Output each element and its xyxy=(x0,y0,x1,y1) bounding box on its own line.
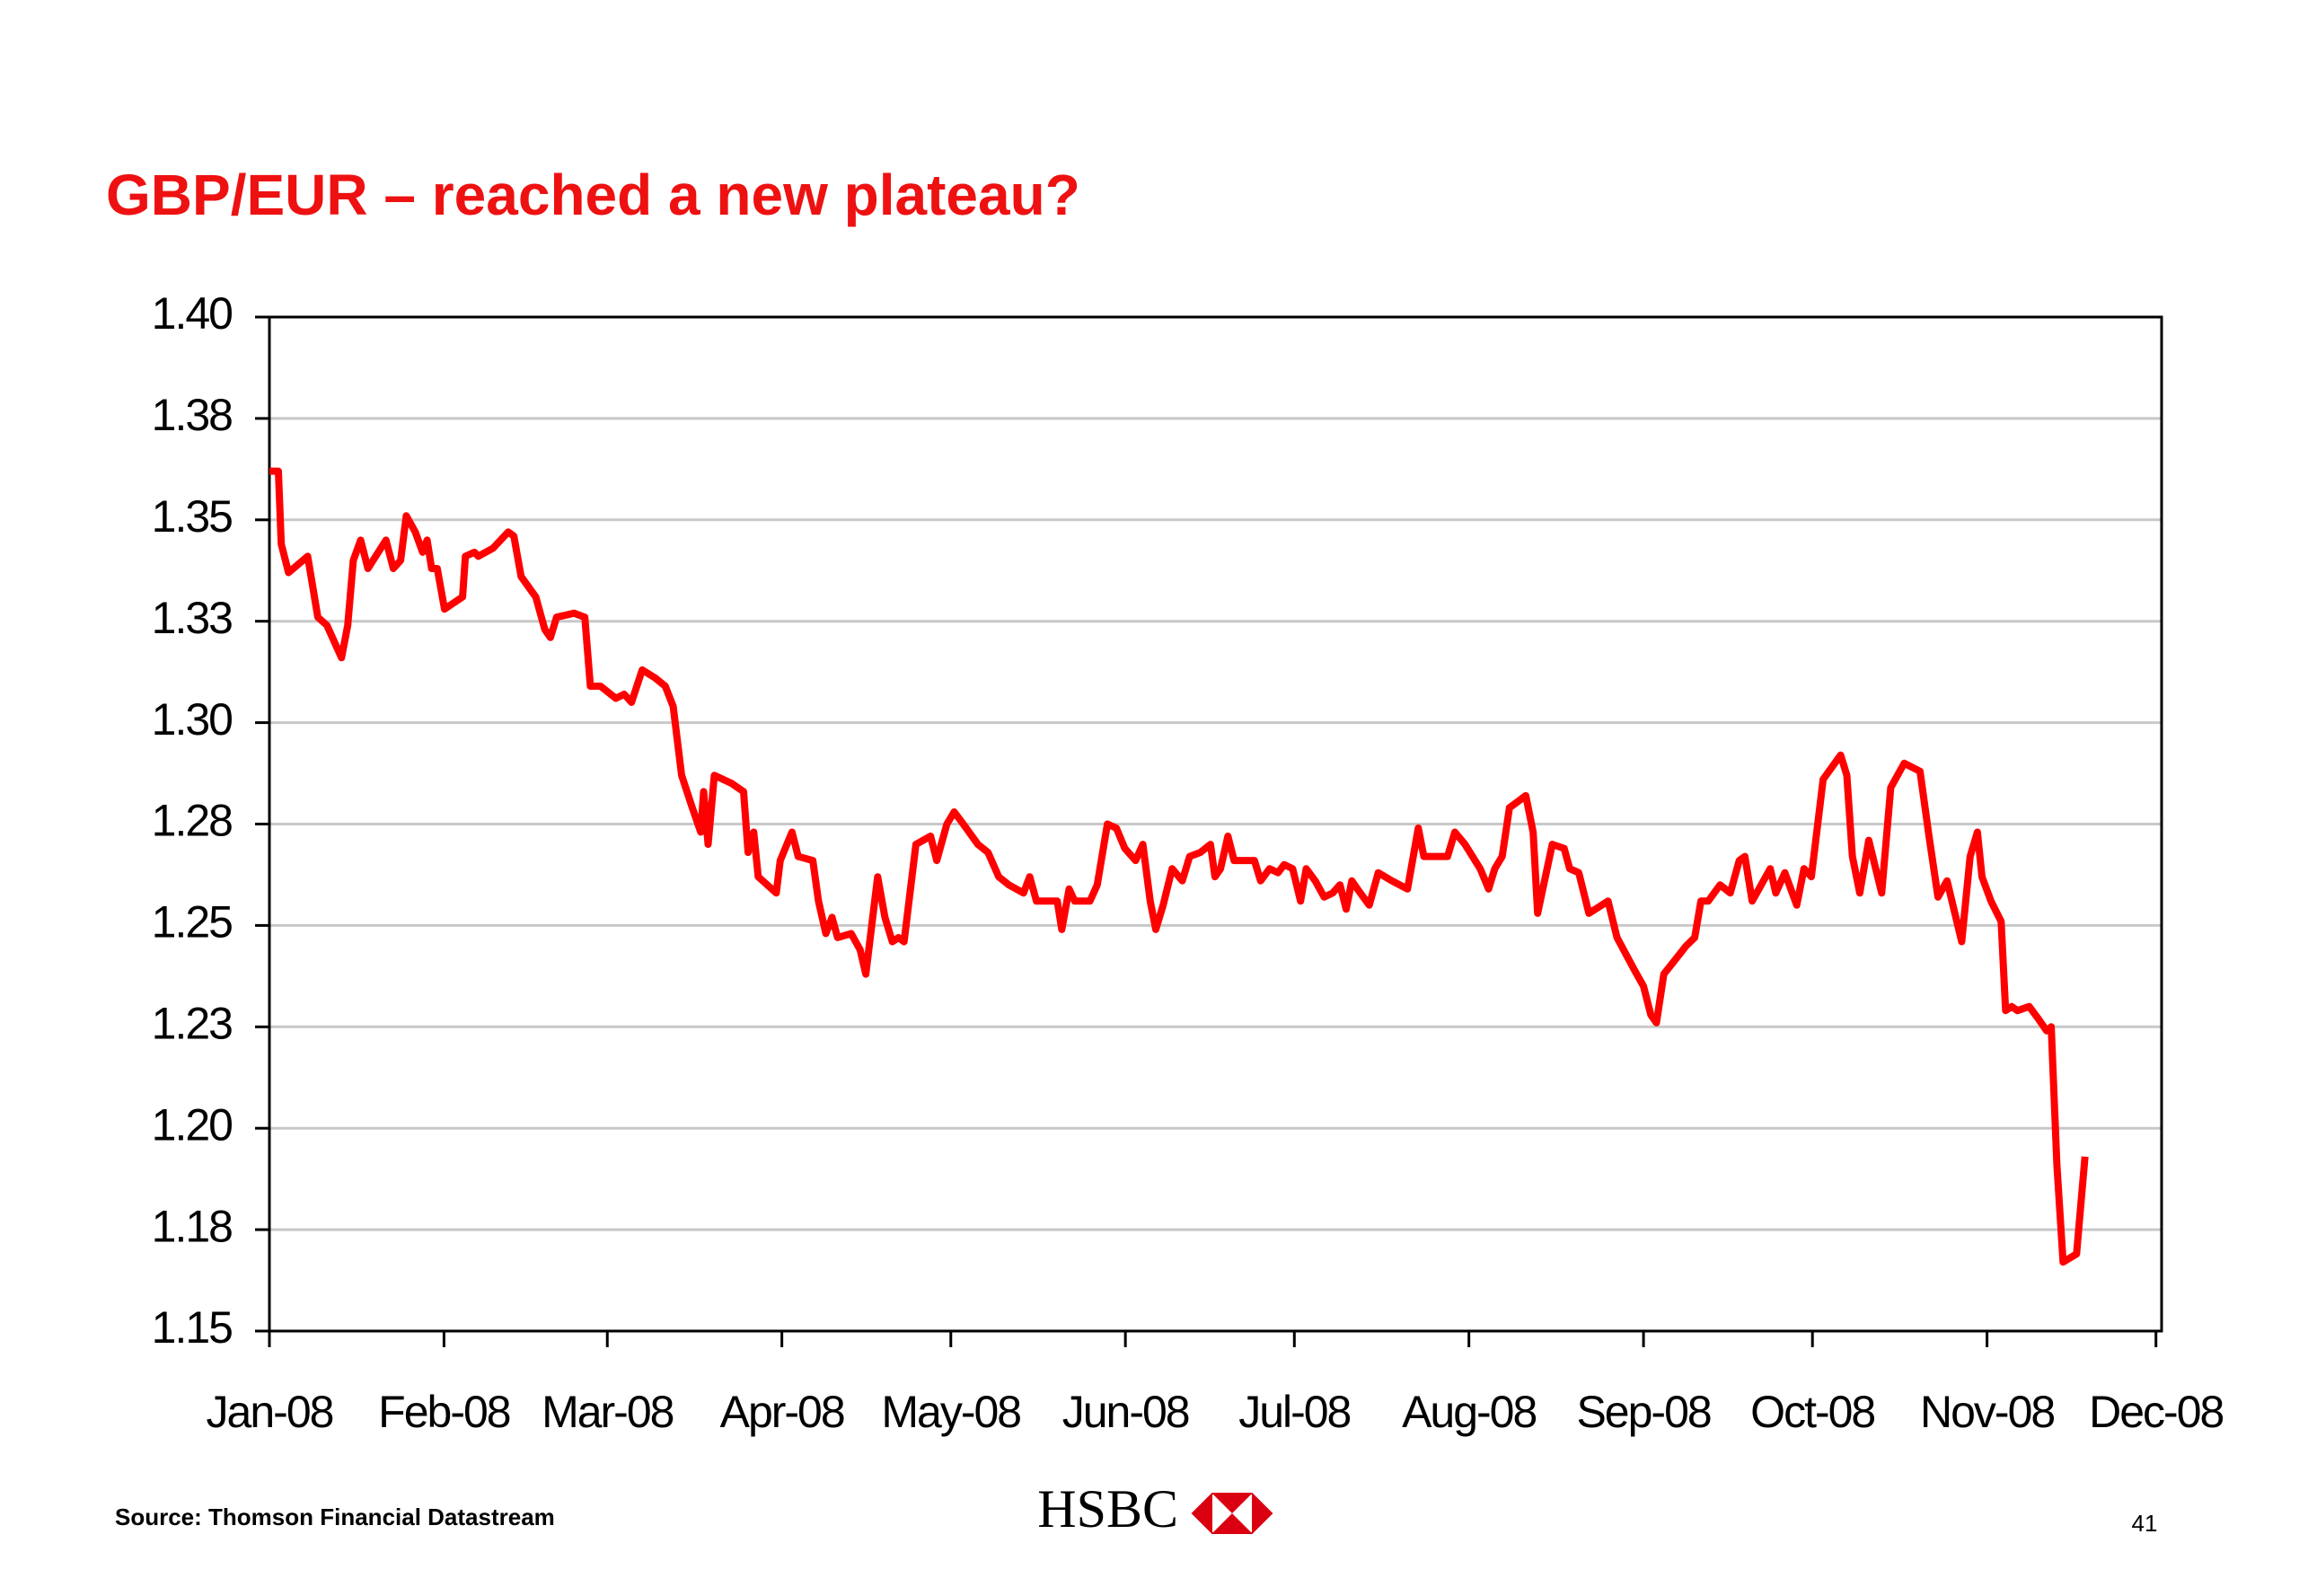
y-tick-label: 1.40 xyxy=(152,288,233,339)
hsbc-logo: HSBC xyxy=(1037,1479,1273,1539)
x-tick-label: Dec-08 xyxy=(2089,1387,2223,1437)
y-tick-label: 1.30 xyxy=(152,694,233,745)
x-tick-label: Aug-08 xyxy=(1402,1387,1536,1437)
y-tick-label: 1.38 xyxy=(152,390,233,440)
y-tick-label: 1.20 xyxy=(152,1099,233,1150)
data-line xyxy=(269,467,2089,1266)
x-tick-label: Mar-08 xyxy=(542,1387,674,1437)
y-tick-label: 1.23 xyxy=(152,999,233,1049)
y-tick-label: 1.25 xyxy=(152,897,233,948)
x-tick-label: May-08 xyxy=(881,1387,1020,1437)
logo-hexagon xyxy=(1191,1493,1273,1534)
y-tick-label: 1.15 xyxy=(152,1302,233,1353)
x-tick-label: Jun-08 xyxy=(1062,1387,1189,1437)
x-tick-label: Sep-08 xyxy=(1576,1387,1710,1437)
x-tick-label: Oct-08 xyxy=(1750,1387,1874,1437)
x-tick-label: Apr-08 xyxy=(720,1387,844,1437)
chart-title: GBP/EUR – reached a new plateau? xyxy=(106,163,1080,227)
x-tick-label: Jul-08 xyxy=(1238,1387,1350,1437)
logo-text: HSBC xyxy=(1037,1479,1178,1539)
x-tick-label: Feb-08 xyxy=(378,1387,510,1437)
plot-frame xyxy=(268,315,2163,1333)
y-tick-label: 1.28 xyxy=(152,796,233,846)
x-tick-label: Jan-08 xyxy=(207,1387,333,1437)
y-tick-label: 1.35 xyxy=(152,491,233,542)
x-tick-label: Nov-08 xyxy=(1920,1387,2054,1437)
y-tick-label: 1.33 xyxy=(152,593,233,643)
source-note: Source: Thomson Financial Datastream xyxy=(115,1503,555,1530)
y-tick-label: 1.18 xyxy=(152,1201,233,1251)
page-number: 41 xyxy=(2132,1510,2158,1537)
